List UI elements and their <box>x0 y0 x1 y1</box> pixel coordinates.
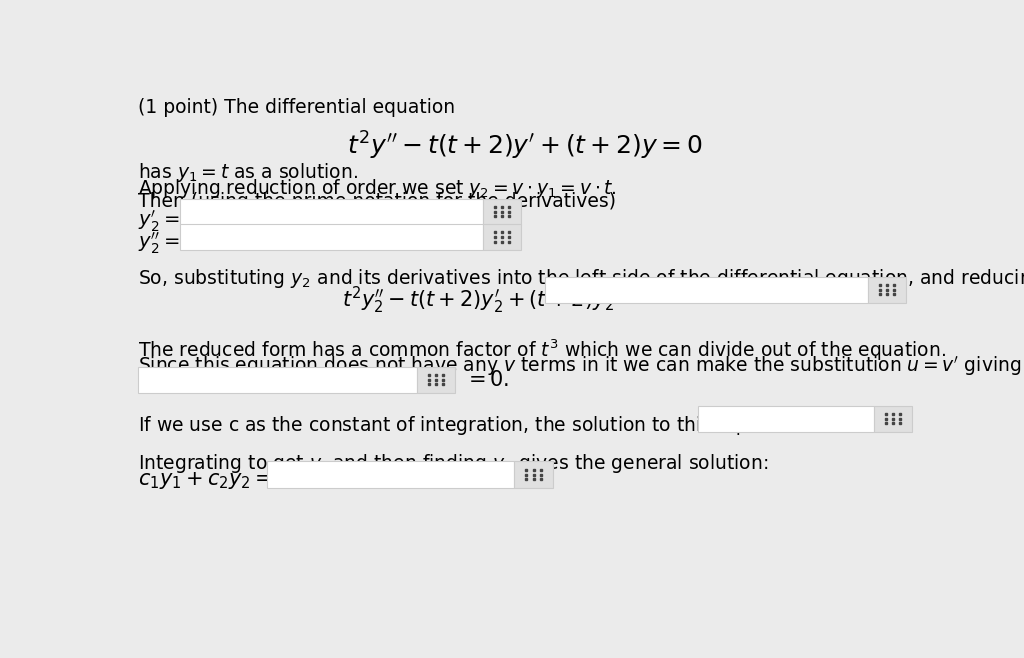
Text: So, substituting $y_2$ and its derivatives into the left side of the differentia: So, substituting $y_2$ and its derivativ… <box>137 267 1024 290</box>
Bar <box>137 367 417 393</box>
Bar <box>267 461 514 488</box>
Text: $y_2' =$: $y_2' =$ <box>137 208 179 234</box>
Text: linear equation in $u$:: linear equation in $u$: <box>137 371 327 394</box>
Text: Then (using the prime notation for the derivatives): Then (using the prime notation for the d… <box>137 192 615 211</box>
Text: $y_2'' =$: $y_2'' =$ <box>137 231 179 257</box>
Bar <box>867 276 905 303</box>
Text: (1 point) The differential equation: (1 point) The differential equation <box>137 98 455 117</box>
Bar <box>179 224 482 250</box>
Text: $c_1y_1 + c_2y_2 =$: $c_1y_1 + c_2y_2 =$ <box>137 470 271 491</box>
Text: Since this equation does not have any $v$ terms in it we can make the substituti: Since this equation does not have any $v… <box>137 353 1024 378</box>
Text: $t^2y_2'' - t(t+2)y_2' + (t+2)y_2 =$: $t^2y_2'' - t(t+2)y_2' + (t+2)y_2 =$ <box>342 285 636 316</box>
Bar <box>482 224 521 250</box>
Text: If we use c as the constant of integration, the solution to this equation is $u : If we use c as the constant of integrati… <box>137 415 857 438</box>
Text: Applying reduction of order we set $y_2 = v \cdot y_1 = v \cdot t$.: Applying reduction of order we set $y_2 … <box>137 177 616 200</box>
Text: Integrating to get $v$, and then finding $y_2$ gives the general solution:: Integrating to get $v$, and then finding… <box>137 452 768 475</box>
Bar <box>417 367 455 393</box>
Bar <box>697 406 873 432</box>
Bar <box>873 406 912 432</box>
Text: $t^2y'' - t(t+2)y' + (t+2)y = 0$: $t^2y'' - t(t+2)y' + (t+2)y = 0$ <box>347 130 702 162</box>
Bar <box>545 276 867 303</box>
Bar <box>514 461 553 488</box>
Text: $= 0.$: $= 0.$ <box>465 370 510 390</box>
Bar <box>482 199 521 225</box>
Text: has $y_1 = t$ as a solution.: has $y_1 = t$ as a solution. <box>137 161 357 184</box>
Text: The reduced form has a common factor of $t^3$ which we can divide out of the equ: The reduced form has a common factor of … <box>137 338 945 363</box>
Bar <box>179 199 482 225</box>
